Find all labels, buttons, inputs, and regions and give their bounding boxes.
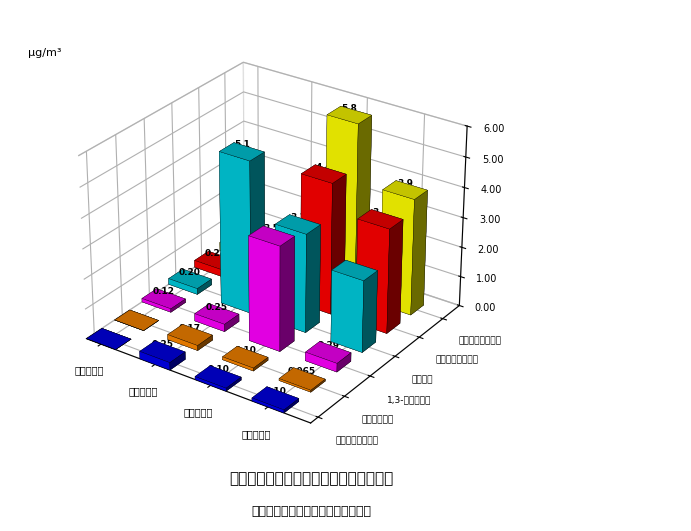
Text: 平成１３年度有害大気汚染物質年平均値: 平成１３年度有害大気汚染物質年平均値 bbox=[229, 471, 393, 486]
Text: （非有機塩素系揮発性有機化合物）: （非有機塩素系揮発性有機化合物） bbox=[251, 505, 371, 518]
Text: μg/m³: μg/m³ bbox=[28, 48, 61, 58]
